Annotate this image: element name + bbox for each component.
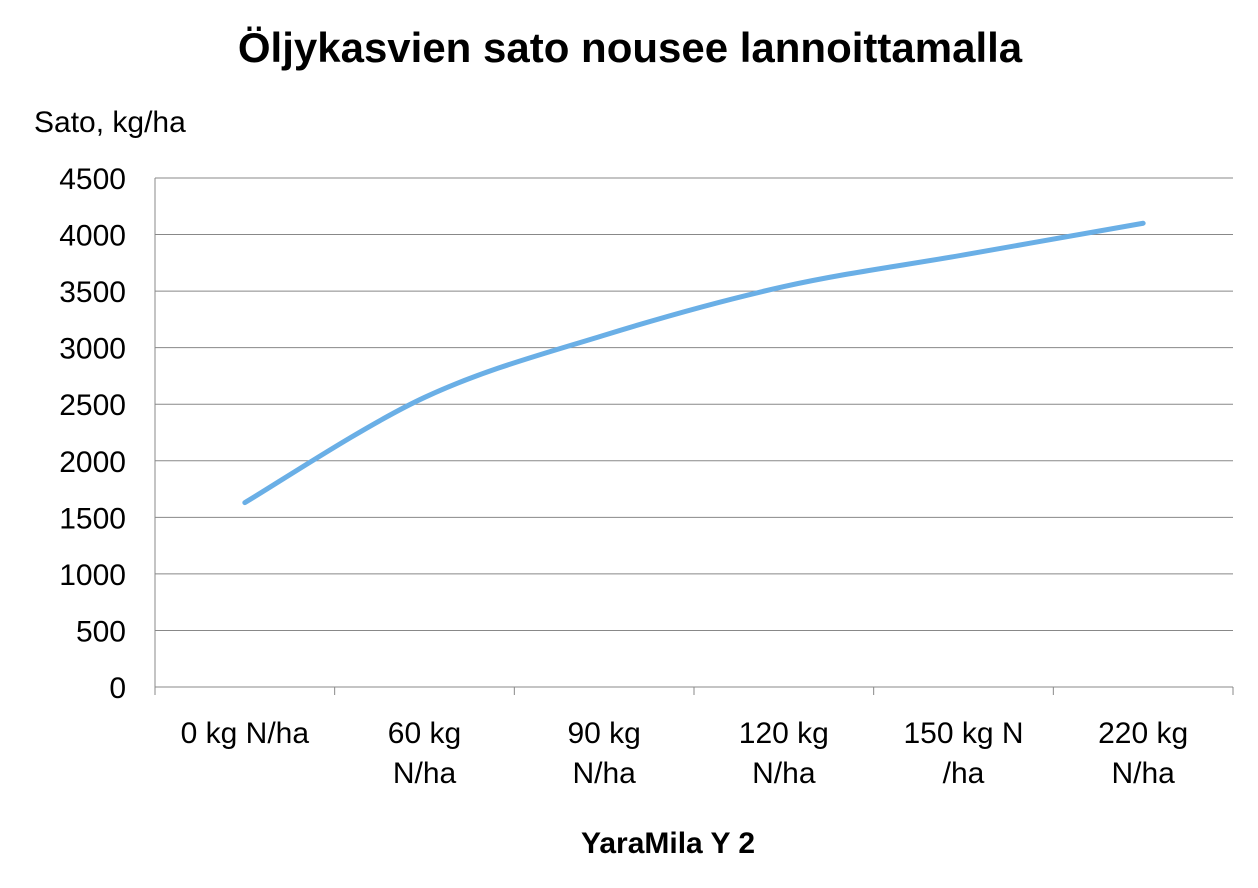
y-tick-label: 1500 bbox=[59, 502, 126, 535]
y-tick-label: 3500 bbox=[59, 276, 126, 309]
x-tick-label: 0 kg N/ha bbox=[181, 717, 310, 750]
y-tick-label: 2000 bbox=[59, 446, 126, 479]
y-tick-label: 4500 bbox=[59, 163, 126, 196]
data-line bbox=[242, 220, 1146, 506]
x-tick-label: 90 kg N/ha bbox=[567, 717, 640, 790]
x-tick-label: 120 kg N/ha bbox=[739, 717, 829, 790]
y-tick-label: 4000 bbox=[59, 220, 126, 253]
y-tick-label: 2500 bbox=[59, 389, 126, 422]
y-tick-label: 500 bbox=[76, 615, 126, 648]
chart-title: Öljykasvien sato nousee lannoittamalla bbox=[238, 24, 1023, 71]
x-tick-label: 150 kg N/ha bbox=[903, 717, 1023, 790]
y-tick-label: 3000 bbox=[59, 333, 126, 366]
x-tick-label: 60 kg N/ha bbox=[388, 717, 461, 790]
y-tick-label: 1000 bbox=[59, 559, 126, 592]
x-tick-label: 220 kg N/ha bbox=[1098, 717, 1188, 790]
y-tick-label: 0 bbox=[109, 672, 126, 705]
x-axis-title: YaraMila Y 2 bbox=[581, 827, 755, 860]
y-axis-title: Sato, kg/ha bbox=[34, 106, 186, 139]
